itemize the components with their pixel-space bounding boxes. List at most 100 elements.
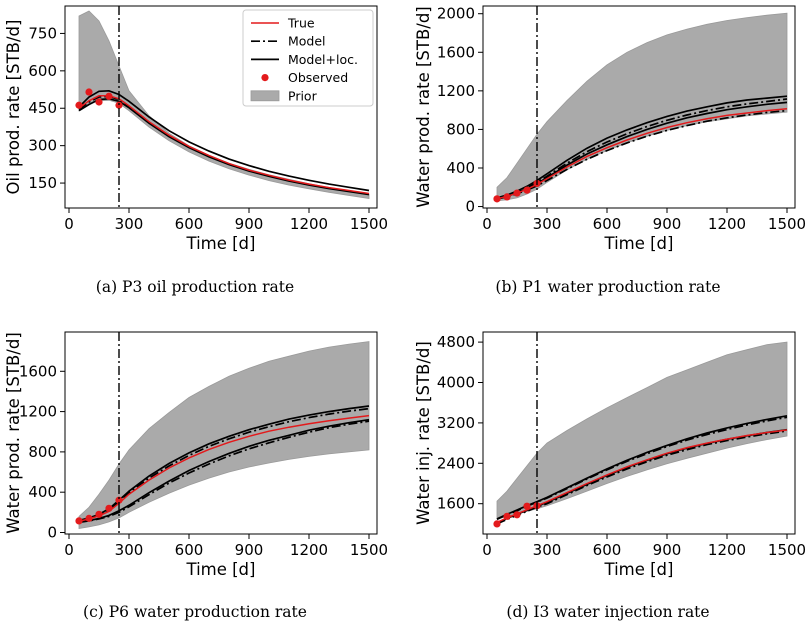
observed-point bbox=[85, 514, 93, 522]
observed-point bbox=[85, 88, 93, 96]
y-tick-label: 1600 bbox=[437, 495, 475, 513]
x-tick-label: 1200 bbox=[290, 541, 328, 559]
x-tick-label: 900 bbox=[653, 541, 682, 559]
series-line-model-loc-2 bbox=[78, 89, 370, 192]
series-line-model-loc-3 bbox=[78, 97, 370, 196]
x-axis-label: Time [d] bbox=[186, 560, 256, 579]
observed-point bbox=[75, 101, 83, 109]
axes-frame bbox=[64, 5, 378, 209]
axes-frame bbox=[482, 5, 796, 209]
y-tick-label: 400 bbox=[446, 159, 475, 177]
legend-label: Model bbox=[288, 34, 326, 49]
observed-point bbox=[503, 512, 511, 520]
series-line-model-2 bbox=[496, 430, 788, 525]
observed-point bbox=[523, 186, 531, 194]
y-tick-label: 150 bbox=[28, 174, 57, 192]
axes-frame bbox=[482, 331, 796, 535]
y-axis-label: Oil prod. rate [STB/d] bbox=[4, 20, 23, 195]
y-tick-label: 800 bbox=[446, 120, 475, 138]
x-tick-label: 300 bbox=[115, 215, 144, 233]
x-axis-label: Time [d] bbox=[186, 234, 256, 253]
y-tick-label: 450 bbox=[28, 99, 57, 117]
panel-caption: (d) I3 water injection rate bbox=[506, 603, 709, 621]
plot-area bbox=[493, 341, 788, 528]
observed-point bbox=[115, 101, 123, 109]
legend: True Model Model+loc. Observed Prior bbox=[242, 9, 374, 107]
observed-point bbox=[75, 517, 83, 525]
x-tick-label: 600 bbox=[175, 215, 204, 233]
x-tick-label: 600 bbox=[593, 541, 622, 559]
y-axis-label: Water prod. rate [STB/d] bbox=[4, 332, 23, 534]
x-tick-label: 300 bbox=[533, 215, 562, 233]
y-tick-label: 1600 bbox=[19, 362, 57, 380]
legend-label: Observed bbox=[288, 70, 348, 85]
observed-point bbox=[105, 504, 113, 512]
observed-point bbox=[95, 510, 103, 518]
legend-label: True bbox=[287, 16, 315, 31]
observed-point bbox=[115, 496, 123, 504]
observed-point bbox=[493, 195, 501, 203]
x-tick-label: 300 bbox=[115, 541, 144, 559]
legend-label: Prior bbox=[288, 88, 318, 103]
x-tick-label: 1500 bbox=[350, 215, 388, 233]
y-tick-label: 750 bbox=[28, 24, 57, 42]
x-tick-label: 0 bbox=[64, 541, 74, 559]
legend-label: Model+loc. bbox=[288, 52, 358, 67]
x-tick-label: 1200 bbox=[708, 215, 746, 233]
series-line-model-1 bbox=[78, 95, 370, 195]
series-line-true-0 bbox=[78, 414, 370, 523]
y-tick-label: 2400 bbox=[437, 454, 475, 472]
y-tick-label: 0 bbox=[47, 523, 57, 541]
prior-band bbox=[78, 10, 370, 199]
x-tick-label: 600 bbox=[175, 541, 204, 559]
legend-box bbox=[242, 9, 374, 107]
prior-band bbox=[496, 341, 788, 520]
y-tick-label: 300 bbox=[28, 137, 57, 155]
chart-panel-4: 0 300 600 900 1200 1500 1600 2400 3200 4000 4800 Ti… bbox=[414, 331, 805, 621]
series-line-true-0 bbox=[78, 95, 370, 195]
legend-swatch-prior bbox=[250, 90, 280, 102]
y-axis-label: Water prod. rate [STB/d] bbox=[414, 6, 433, 208]
y-tick-label: 1200 bbox=[437, 82, 475, 100]
y-tick-label: 600 bbox=[28, 62, 57, 80]
y-tick-label: 2000 bbox=[437, 5, 475, 23]
chart-panel-3: 0 300 600 900 1200 1500 0 400 800 1200 1600 Time [d… bbox=[4, 331, 388, 621]
x-tick-label: 600 bbox=[593, 215, 622, 233]
axes-frame bbox=[64, 331, 378, 535]
observed-point bbox=[95, 98, 103, 106]
prior-band bbox=[78, 341, 370, 529]
x-tick-label: 900 bbox=[235, 541, 264, 559]
x-tick-label: 1200 bbox=[290, 215, 328, 233]
observed-point bbox=[493, 520, 501, 528]
y-tick-label: 400 bbox=[28, 483, 57, 501]
x-tick-label: 1200 bbox=[708, 541, 746, 559]
x-tick-label: 900 bbox=[235, 215, 264, 233]
x-tick-label: 0 bbox=[64, 215, 74, 233]
observed-point bbox=[503, 193, 511, 201]
panel-caption: (a) P3 oil production rate bbox=[96, 278, 294, 296]
x-tick-label: 0 bbox=[482, 541, 492, 559]
series-line-model-loc-4 bbox=[78, 418, 370, 523]
observed-point bbox=[513, 189, 521, 197]
chart-panel-1: 0 300 600 900 1200 1500 150 300 450 600 750 Time [d… bbox=[4, 5, 388, 296]
plot-area bbox=[75, 10, 370, 199]
panel-caption: (b) P1 water production rate bbox=[495, 278, 720, 296]
y-axis-label: Water inj. rate [STB/d] bbox=[414, 341, 433, 525]
chart-panel-2: 0 300 600 900 1200 1500 0 400 800 1200 1600 2000 Tim… bbox=[414, 5, 805, 296]
plot-area bbox=[493, 12, 788, 203]
x-tick-label: 300 bbox=[533, 541, 562, 559]
observed-point bbox=[513, 511, 521, 519]
series-line-true-0 bbox=[496, 429, 788, 524]
y-tick-label: 1600 bbox=[437, 43, 475, 61]
x-tick-label: 1500 bbox=[768, 541, 805, 559]
y-tick-label: 4000 bbox=[437, 374, 475, 392]
observed-point bbox=[105, 92, 113, 100]
x-tick-label: 900 bbox=[653, 215, 682, 233]
legend-swatch-observed bbox=[261, 74, 269, 82]
panel-caption: (c) P6 water production rate bbox=[83, 603, 307, 621]
y-tick-label: 1200 bbox=[19, 403, 57, 421]
x-tick-label: 0 bbox=[482, 215, 492, 233]
x-tick-label: 1500 bbox=[768, 215, 805, 233]
x-tick-label: 1500 bbox=[350, 541, 388, 559]
